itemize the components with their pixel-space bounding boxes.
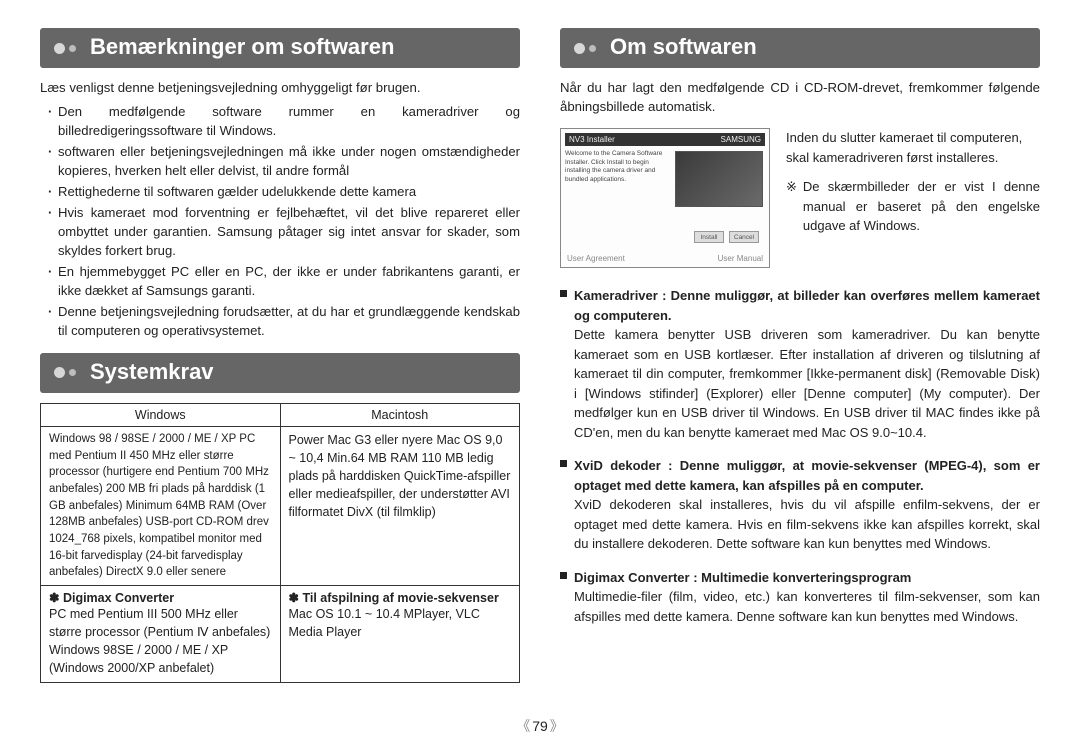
movie-playback-body: Mac OS 10.1 ~ 10.4 MPlayer, VLC Media Pl…: [289, 605, 512, 641]
installer-text-block: Welcome to the Camera Software Installer…: [565, 150, 665, 184]
header-about: Om softwaren: [560, 28, 1040, 68]
installer-screenshot: NV3 Installer SAMSUNG Welcome to the Cam…: [560, 128, 770, 268]
screenshot-row: NV3 Installer SAMSUNG Welcome to the Cam…: [560, 128, 1040, 268]
header-notes-text: Bemærkninger om softwaren: [90, 34, 394, 59]
col-header-mac: Macintosh: [280, 403, 520, 426]
cell-win-extra: ✽ Digimax Converter PC med Pentium III 5…: [41, 586, 281, 683]
page-number: 79: [516, 716, 564, 736]
footer-link-right: User Manual: [718, 254, 763, 263]
square-bullet-icon: [560, 460, 567, 467]
header-systemreq: Systemkrav: [40, 353, 520, 393]
left-column: Bemærkninger om softwaren Læs venligst d…: [40, 28, 520, 746]
note-item: Denne betjeningsvejledning forudsætter, …: [48, 303, 520, 341]
header-dot-icon: [574, 42, 598, 54]
digimax-converter-title: ✽ Digimax Converter: [49, 590, 272, 605]
cell-mac-extra: ✽ Til afspilning af movie-sekvenser Mac …: [280, 586, 520, 683]
side-note-aster-text: De skærmbilleder der er vist I denne man…: [803, 177, 1040, 236]
notes-list: Den medfølgende software rummer en kamer…: [40, 103, 520, 341]
feature-head: XviD dekoder : Denne muliggør, at movie-…: [574, 458, 1040, 493]
feature-body: XviD dekoderen skal installeres, hvis du…: [574, 497, 1040, 551]
footer-link-left: User Agreement: [567, 254, 625, 263]
side-note-main: Inden du slutter kameraet til computeren…: [786, 128, 1040, 167]
cancel-button[interactable]: Cancel: [729, 231, 759, 243]
square-bullet-icon: [560, 572, 567, 579]
installer-footer: User Agreement User Manual: [567, 254, 763, 263]
cell-mac-req: Power Mac G3 eller nyere Mac OS 9,0 ~ 10…: [280, 426, 520, 585]
header-systemreq-text: Systemkrav: [90, 359, 214, 384]
header-dot-icon: [54, 42, 78, 54]
square-bullet-icon: [560, 290, 567, 297]
header-notes: Bemærkninger om softwaren: [40, 28, 520, 68]
intro-right: Når du har lagt den medfølgende CD i CD-…: [560, 78, 1040, 116]
note-item: Rettighederne til softwaren gælder udelu…: [48, 183, 520, 202]
feature-list: Kameradriver : Denne muliggør, at billed…: [560, 286, 1040, 626]
intro-left: Læs venligst denne betjeningsvejledning …: [40, 78, 520, 97]
installer-buttons: Install Cancel: [694, 231, 759, 243]
camera-image-icon: [675, 151, 763, 207]
samsung-logo: SAMSUNG: [721, 135, 761, 144]
feature-head: Kameradriver : Denne muliggør, at billed…: [574, 288, 1040, 323]
feature-xvid: XviD dekoder : Denne muliggør, at movie-…: [560, 456, 1040, 554]
col-header-windows: Windows: [41, 403, 281, 426]
feature-body: Multimedie-filer (film, video, etc.) kan…: [574, 589, 1040, 624]
cell-win-req: Windows 98 / 98SE / 2000 / ME / XP PC me…: [41, 426, 281, 585]
right-column: Om softwaren Når du har lagt den medfølg…: [560, 28, 1040, 746]
system-req-table: Windows Macintosh Windows 98 / 98SE / 20…: [40, 403, 520, 683]
digimax-converter-body: PC med Pentium III 500 MHz eller større …: [49, 605, 272, 678]
feature-digimax: Digimax Converter : Multimedie konverter…: [560, 568, 1040, 627]
note-item: softwaren eller betjeningsvejledningen m…: [48, 143, 520, 181]
note-item: Den medfølgende software rummer en kamer…: [48, 103, 520, 141]
asterisk-icon: ※: [786, 177, 797, 236]
installer-title: NV3 Installer: [569, 135, 615, 144]
header-about-text: Om softwaren: [610, 34, 757, 59]
installer-titlebar: NV3 Installer SAMSUNG: [565, 133, 765, 146]
feature-head: Digimax Converter : Multimedie konverter…: [574, 570, 911, 585]
note-item: En hjemmebygget PC eller en PC, der ikke…: [48, 263, 520, 301]
side-note: Inden du slutter kameraet til computeren…: [786, 128, 1040, 236]
note-item: Hvis kameraet mod forventning er fejlbeh…: [48, 204, 520, 261]
movie-playback-title: ✽ Til afspilning af movie-sekvenser: [289, 590, 512, 605]
feature-camera-driver: Kameradriver : Denne muliggør, at billed…: [560, 286, 1040, 442]
header-dot-icon: [54, 367, 78, 379]
install-button[interactable]: Install: [694, 231, 724, 243]
feature-body: Dette kamera benytter USB driveren som k…: [574, 327, 1040, 440]
side-note-aster: ※ De skærmbilleder der er vist I denne m…: [786, 177, 1040, 236]
